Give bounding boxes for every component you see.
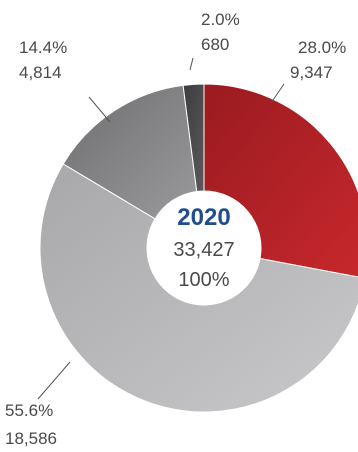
label-percent-slice-4: 2.0% bbox=[201, 10, 240, 29]
leader-lines bbox=[37, 57, 285, 400]
leader-line-3 bbox=[88, 96, 111, 123]
label-percent-slice-1: 28.0% bbox=[298, 38, 346, 57]
label-value-slice-3: 4,814 bbox=[19, 63, 62, 82]
leader-line-1 bbox=[270, 83, 285, 104]
center-total-percent: 100% bbox=[178, 269, 229, 291]
label-value-slice-2: 18,586 bbox=[5, 429, 57, 448]
center-total: 33,427 bbox=[173, 239, 234, 261]
label-percent-slice-2: 55.6% bbox=[5, 401, 53, 420]
center-year: 2020 bbox=[177, 204, 230, 231]
label-value-slice-1: 9,347 bbox=[290, 63, 333, 82]
label-percent-slice-3: 14.4% bbox=[19, 38, 67, 57]
leader-line-2 bbox=[37, 361, 71, 400]
slices-group bbox=[39, 83, 358, 413]
leader-line-4 bbox=[189, 57, 194, 71]
label-value-slice-4: 680 bbox=[201, 35, 229, 54]
donut-hole bbox=[147, 191, 261, 305]
